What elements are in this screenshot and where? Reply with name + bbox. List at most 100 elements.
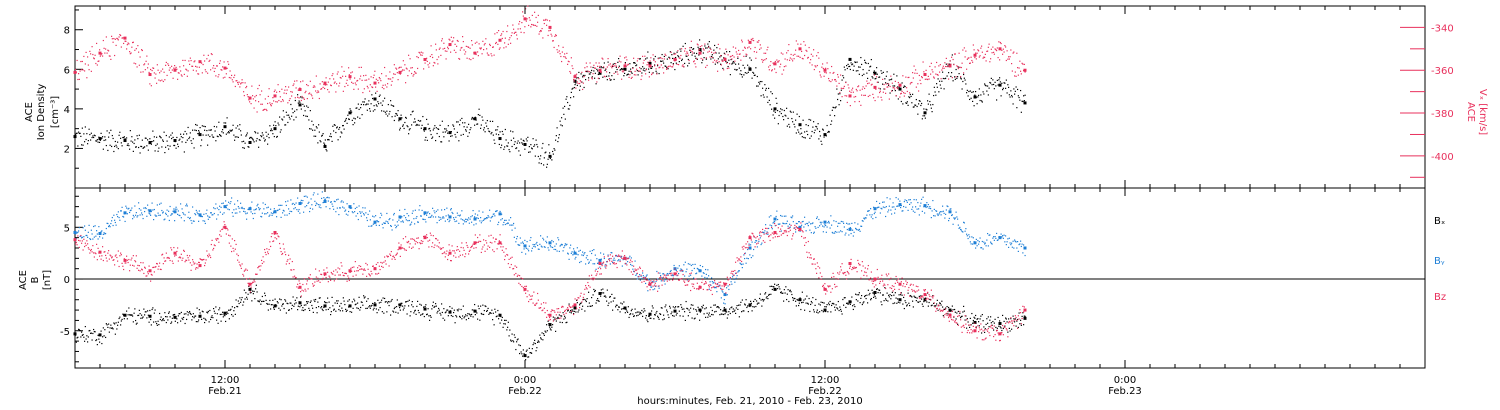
scatter-dot (461, 46, 463, 49)
scatter-dot (544, 246, 546, 248)
scatter-dot (919, 100, 921, 102)
scatter-dot (370, 225, 372, 227)
scatter-dot (106, 52, 108, 54)
scatter-dot (225, 122, 227, 124)
scatter-dot (108, 224, 110, 227)
scatter-dot (887, 300, 889, 302)
scatter-dot (718, 307, 720, 309)
scatter-dot (610, 79, 612, 81)
scatter-dot (638, 70, 640, 72)
scatter-dot (537, 248, 539, 250)
scatter-dot (556, 317, 558, 320)
scatter-dot (330, 313, 332, 316)
scatter-dot (228, 309, 230, 311)
scatter-dot (244, 82, 246, 84)
data-point (798, 225, 802, 229)
scatter-dot (409, 315, 411, 317)
scatter-dot (651, 286, 653, 288)
scatter-dot (265, 213, 267, 215)
scatter-dot (82, 144, 84, 146)
data-point (298, 103, 302, 107)
scatter-dot (516, 147, 518, 149)
scatter-dot (786, 220, 788, 222)
scatter-dot (397, 312, 399, 314)
scatter-dot (591, 77, 593, 79)
scatter-dot (552, 150, 554, 153)
scatter-dot (951, 54, 953, 56)
scatter-dot (218, 208, 220, 211)
scatter-dot (652, 72, 654, 74)
scatter-dot (240, 301, 242, 303)
scatter-dot (219, 211, 221, 213)
scatter-dot (216, 218, 218, 220)
scatter-dot (730, 58, 732, 61)
scatter-dot (730, 281, 732, 283)
scatter-dot (826, 304, 828, 306)
scatter-dot (525, 138, 527, 140)
scatter-dot (500, 146, 502, 149)
scatter-dot (88, 69, 90, 71)
scatter-dot (735, 312, 737, 315)
scatter-dot (1011, 96, 1013, 98)
scatter-dot (486, 48, 488, 50)
scatter-dot (722, 67, 724, 70)
scatter-dot (852, 308, 854, 311)
scatter-dot (691, 50, 693, 53)
scatter-dot (748, 46, 750, 48)
scatter-dot (732, 54, 734, 57)
scatter-dot (990, 322, 992, 324)
scatter-dot (993, 51, 995, 53)
scatter-dot (608, 302, 610, 304)
scatter-dot (87, 341, 89, 343)
scatter-dot (354, 304, 356, 306)
scatter-dot (129, 211, 131, 214)
scatter-dot (327, 139, 329, 141)
scatter-dot (703, 272, 705, 275)
scatter-dot (312, 194, 314, 196)
scatter-dot (912, 72, 914, 74)
scatter-dot (749, 254, 751, 256)
scatter-dot (902, 75, 904, 77)
scatter-dot (805, 302, 807, 304)
scatter-dot (543, 22, 545, 25)
scatter-dot (413, 218, 415, 220)
scatter-dot (207, 54, 209, 56)
scatter-dot (372, 309, 374, 311)
scatter-dot (756, 246, 758, 248)
scatter-dot (890, 298, 892, 300)
scatter-dot (601, 263, 603, 265)
scatter-dot (205, 71, 207, 73)
scatter-dot (931, 69, 933, 71)
scatter-dot (967, 57, 969, 59)
scatter-dot (541, 332, 543, 334)
scatter-dot (678, 265, 680, 267)
scatter-dot (531, 348, 533, 350)
scatter-dot (403, 307, 405, 309)
scatter-dot (404, 121, 406, 124)
scatter-dot (754, 298, 756, 301)
scatter-dot (762, 59, 764, 61)
scatter-dot (988, 87, 990, 89)
scatter-dot (695, 57, 697, 59)
scatter-dot (135, 146, 137, 148)
scatter-dot (207, 72, 209, 74)
scatter-dot (716, 60, 718, 62)
scatter-dot (485, 218, 487, 220)
scatter-dot (218, 309, 220, 311)
scatter-dot (1017, 88, 1019, 91)
scatter-dot (771, 288, 773, 291)
scatter-dot (361, 114, 363, 116)
velocity-axis-label-line2: Vₓ [km/s] (1477, 89, 1488, 135)
scatter-dot (294, 80, 296, 82)
scatter-dot (693, 61, 695, 63)
scatter-dot (281, 305, 283, 307)
scatter-dot (909, 92, 911, 94)
scatter-dot (672, 306, 674, 308)
scatter-dot (343, 207, 345, 209)
scatter-dot (248, 208, 250, 210)
scatter-dot (777, 218, 779, 221)
data-point (498, 38, 502, 42)
scatter-dot (948, 78, 950, 80)
scatter-dot (300, 296, 302, 298)
scatter-dot (955, 68, 957, 71)
